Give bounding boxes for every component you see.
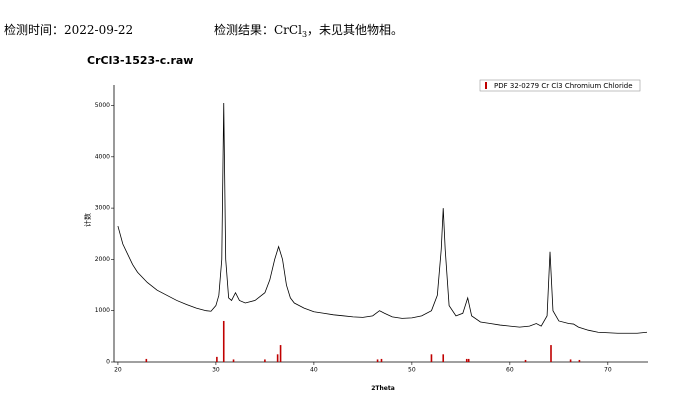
y-tick-label: 1000 (95, 307, 110, 314)
result-prefix: 检测结果：CrCl (214, 22, 302, 37)
x-tick-label: 20 (114, 367, 122, 374)
reference-stick (232, 359, 235, 362)
reference-stick (376, 359, 379, 362)
test-result: 检测结果：CrCl3，未见其他物相。 (214, 22, 403, 39)
reference-stick (578, 359, 581, 362)
reference-stick (279, 345, 282, 362)
x-tick-label: 50 (408, 367, 416, 374)
y-tick-label: 2000 (95, 256, 110, 263)
x-tick-label: 60 (506, 367, 514, 374)
y-tick-label: 5000 (95, 102, 110, 109)
reference-stick (465, 358, 468, 362)
pattern-line (117, 102, 648, 334)
reference-stick (380, 358, 383, 362)
reference-stick (467, 358, 470, 362)
reference-stick (569, 359, 572, 362)
legend-label: PDF 32-0279 Cr Cl3 Chromium Chloride (494, 82, 633, 90)
x-tick-label: 30 (212, 367, 220, 374)
result-suffix: ，未见其他物相。 (307, 23, 403, 37)
reference-stick (264, 359, 266, 362)
result-sub: 3 (302, 30, 307, 39)
reference-stick (276, 354, 279, 362)
test-time: 检测时间：2022-09-22 (4, 22, 133, 37)
y-tick-label: 0 (106, 359, 110, 366)
legend-box (479, 79, 641, 92)
y-tick-label: 3000 (95, 205, 110, 212)
x-tick-label: 40 (310, 367, 318, 374)
x-tick-label: 70 (604, 367, 612, 374)
reference-stick (550, 345, 552, 362)
reference-stick (430, 354, 433, 362)
chart-title: CrCl3-1523-c.raw (87, 54, 193, 67)
reference-stick (524, 359, 527, 362)
reference-stick (216, 356, 218, 362)
reference-stick (222, 320, 225, 362)
y-tick-label: 4000 (95, 153, 110, 160)
reference-stick (145, 358, 148, 362)
legend-swatch (485, 82, 487, 89)
reference-stick (442, 354, 445, 362)
y-axis-label: 计数 (83, 213, 92, 227)
x-axis-label: 2Theta (371, 385, 395, 392)
